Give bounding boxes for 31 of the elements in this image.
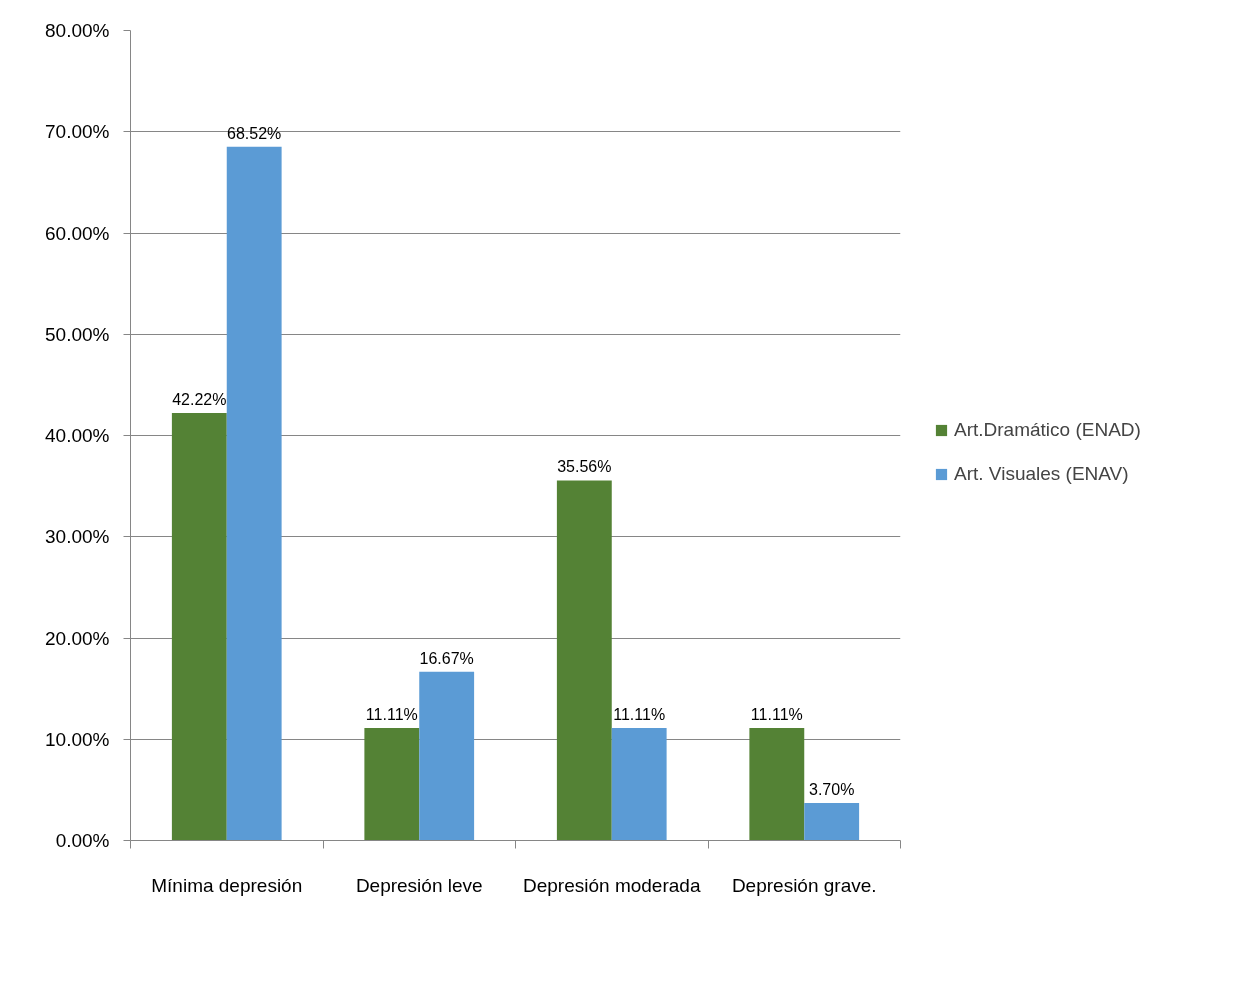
x-tick-label: Depresión grave. (731, 874, 877, 896)
y-tick-label: 70.00% (45, 121, 110, 143)
data-label: 16.67% (419, 649, 474, 667)
data-label: 11.11% (750, 706, 803, 724)
bar (749, 728, 805, 841)
data-label: 3.70% (809, 781, 855, 799)
bar (556, 480, 612, 841)
y-tick-label: 30.00% (45, 526, 110, 548)
x-tick-label: Depresión moderada (523, 874, 701, 896)
data-label: 11.11% (365, 706, 418, 724)
legend-label: Art. Visuales (ENAV) (954, 463, 1129, 485)
y-tick-label: 50.00% (45, 323, 110, 345)
x-tick-label: Mínima depresión (151, 874, 303, 896)
x-tick-label: Depresión leve (355, 874, 483, 896)
bar (364, 728, 420, 841)
data-label: 68.52% (227, 124, 282, 142)
bar (804, 803, 860, 841)
bar (171, 413, 227, 841)
y-tick-label: 80.00% (45, 20, 110, 41)
data-label: 35.56% (557, 458, 612, 476)
y-tick-label: 40.00% (45, 425, 110, 446)
y-tick-label: 60.00% (45, 222, 110, 244)
bar (226, 146, 282, 841)
data-label: 42.22% (172, 391, 227, 409)
y-tick-label: 10.00% (45, 728, 110, 750)
y-tick-label: 20.00% (45, 627, 110, 649)
legend-label: Art.Dramático (ENAD) (954, 419, 1141, 441)
bar (419, 671, 475, 841)
y-tick-label: 0.00% (55, 830, 110, 851)
data-label: 11.11% (613, 706, 666, 724)
bar (611, 728, 667, 841)
